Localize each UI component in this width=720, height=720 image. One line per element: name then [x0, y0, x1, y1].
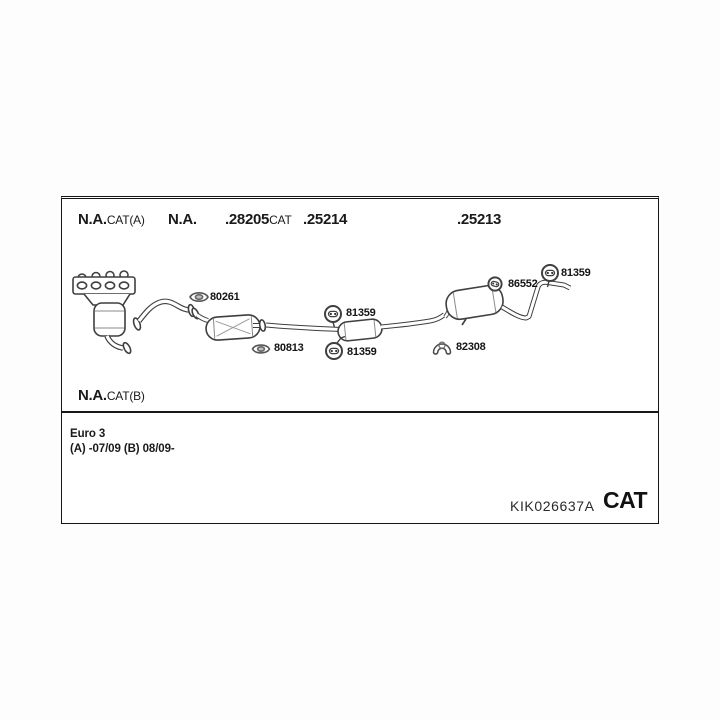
- part-number-label: 81359: [561, 267, 591, 279]
- fitment-label-28205: .28205CAT: [225, 211, 292, 228]
- fitment-label-na: N.A.: [168, 211, 197, 228]
- validity-dates: (A) -07/09 (B) 08/09-: [70, 443, 175, 455]
- part-number-label: 81359: [346, 307, 376, 319]
- gasket-icon: [190, 293, 208, 301]
- part-number-label: 80813: [274, 342, 304, 354]
- center-pipe: [266, 315, 445, 344]
- system-type-label: CAT: [603, 487, 648, 513]
- rubber-hanger-icon: [542, 265, 558, 281]
- fitment-code: .25213: [457, 211, 502, 228]
- fitment-label-a: N.A.CAT(A): [78, 211, 145, 228]
- diagram-panel: N.A.CAT(A) N.A. .28205CAT .25214 .25213: [61, 196, 659, 524]
- fitment-label-b: N.A.CAT(B): [78, 387, 145, 404]
- section-divider: [62, 411, 658, 413]
- fitment-suffix: CAT(A): [106, 213, 145, 227]
- catalytic-converter: [205, 314, 266, 341]
- part-number-label: 86552: [508, 278, 538, 290]
- gasket-icon: [253, 345, 270, 353]
- fitment-code: N.A.: [168, 211, 197, 228]
- rubber-hanger-icon: [325, 306, 341, 322]
- part-number-label: 82308: [456, 341, 486, 353]
- front-pipe: [132, 301, 208, 331]
- emission-notes: Euro 3 (A) -07/09 (B) 08/09-: [70, 427, 175, 457]
- fitment-suffix: CAT: [269, 213, 292, 227]
- fitment-code: N.A.: [78, 387, 107, 404]
- fitment-suffix: CAT(B): [106, 389, 145, 403]
- rubber-mount-icon: [434, 342, 451, 354]
- tailpipe: [502, 281, 570, 318]
- part-number-label: 81359: [347, 346, 377, 358]
- fitment-code: N.A.: [78, 211, 107, 228]
- fitment-label-25214: .25214: [303, 211, 347, 228]
- exhaust-manifold-with-cat: [73, 271, 135, 354]
- fitment-code: .25214: [303, 211, 348, 228]
- rear-muffler: [444, 280, 505, 326]
- fitment-code: .28205: [225, 211, 270, 228]
- center-resonator: [337, 318, 383, 341]
- exhaust-system-diagram: [62, 199, 660, 439]
- rubber-hanger-icon: [487, 276, 503, 292]
- part-number-label: 80261: [210, 291, 240, 303]
- fitment-label-25213: .25213: [457, 211, 501, 228]
- emission-standard: Euro 3: [70, 428, 106, 440]
- rubber-hanger-icon: [326, 343, 342, 359]
- reference-code: KIK026637A: [510, 498, 595, 514]
